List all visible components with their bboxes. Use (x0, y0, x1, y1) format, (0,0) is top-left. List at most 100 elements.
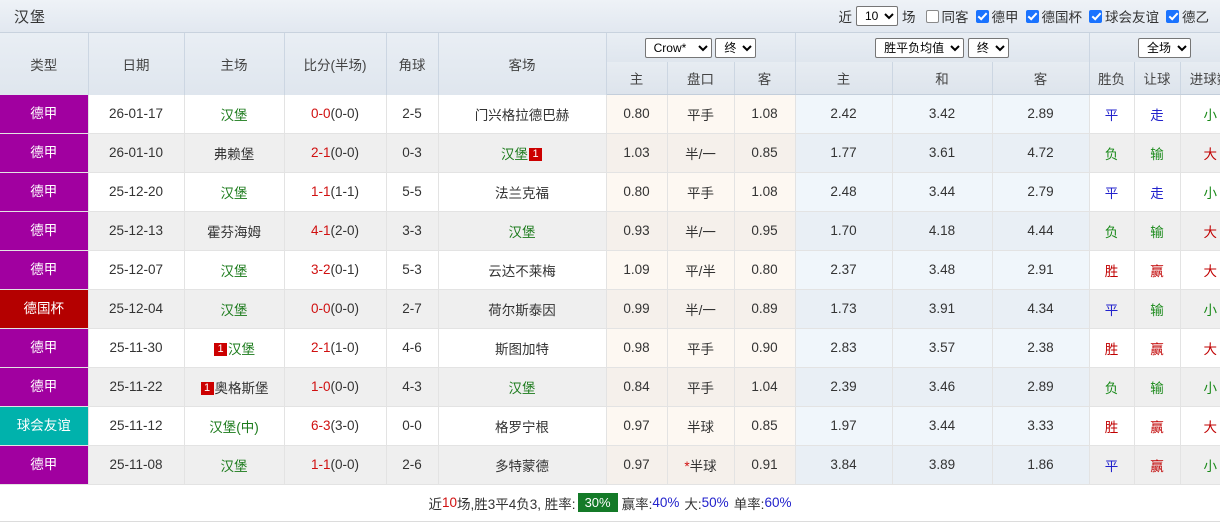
team-name[interactable]: 奥格斯堡 (214, 380, 269, 396)
team-name[interactable]: 汉堡 (508, 380, 536, 396)
handicap-company-select[interactable]: Crow*Bet365澳门易胜博 (644, 37, 712, 58)
cell-away-team[interactable]: 云达不莱梅 (438, 250, 607, 290)
same-venue-checkbox[interactable] (925, 9, 939, 23)
table-row[interactable]: 球会友谊 25-11-12 汉堡(中) 6-3(3-0) 0-0 格罗宁根 0.97 半球 0.… (0, 406, 1220, 446)
cell-home-team[interactable]: 汉堡 (184, 94, 285, 134)
handicap-line: 半球 (689, 458, 717, 474)
handicap-group-header: Crow*Bet365澳门易胜博 初终 (606, 33, 796, 62)
team-name[interactable]: 汉堡 (508, 224, 536, 240)
header-row-sub: 主 盘口 客 主 和 客 胜负 让球 进球数 (0, 62, 1220, 95)
table-row[interactable]: 德甲 25-12-20 汉堡 1-1(1-1) 5-5 法兰克福 0.80 平手 1.08 2.4… (0, 172, 1220, 212)
team-name[interactable]: 汉堡(中) (209, 419, 259, 435)
table-row[interactable]: 德甲 26-01-10 弗赖堡 2-1(0-0) 0-3 汉堡 1 1.03 半/一 0.85 1.… (0, 133, 1220, 173)
team-name[interactable]: 汉堡 (220, 302, 248, 318)
handicap-time-select[interactable]: 初终 (715, 37, 757, 58)
cell-eu-away: 2.79 (992, 172, 1090, 212)
cell-home-team[interactable]: 汉堡 (184, 172, 285, 212)
result-mark: 负 (1104, 146, 1119, 162)
table-row[interactable]: 德甲 26-01-17 汉堡 0-0(0-0) 2-5 门兴格拉德巴赫 0.80 平手 1.08… (0, 94, 1220, 134)
venue-select[interactable]: 全场主场客场 (1138, 37, 1192, 58)
cell-away-team[interactable]: 汉堡 1 (438, 133, 607, 173)
league-checkbox-2-bundesliga[interactable] (1166, 9, 1179, 23)
europe-odds-select[interactable]: 胜平负均值Bet365威廉希尔 (875, 37, 965, 58)
table-row[interactable]: 德甲 25-11-22 1 奥格斯堡 1-0(0-0) 4-3 汉堡 0.84 平手 1.04 2.… (0, 367, 1220, 407)
big-rate-label: 大: (684, 496, 702, 512)
team-name[interactable]: 霍芬海姆 (207, 224, 261, 240)
col-date: 日期 (88, 33, 185, 95)
team-name[interactable]: 汉堡 (501, 146, 528, 162)
cell-ah-away: 1.04 (734, 367, 796, 407)
team-name[interactable]: 汉堡 (220, 263, 248, 279)
cell-result: 平 (1089, 289, 1135, 329)
result-mark: 平 (1104, 458, 1119, 474)
col-goals: 进球数 (1180, 62, 1220, 95)
table-row[interactable]: 德甲 25-11-30 1 汉堡 2-1(1-0) 4-6 斯图加特 0.98 平手 0.90 2.… (0, 328, 1220, 368)
cell-eu-home: 3.84 (795, 445, 893, 485)
team-name[interactable]: 汉堡 (220, 458, 248, 474)
cell-home-team[interactable]: 1 奥格斯堡 (184, 367, 285, 407)
col-eu-home: 主 (795, 62, 893, 95)
cell-eu-away: 4.44 (992, 211, 1090, 251)
match-badge: 1 (214, 343, 227, 357)
cell-away-team[interactable]: 多特蒙德 (438, 445, 607, 485)
europe-odds-time-select[interactable]: 初终 (967, 37, 1009, 58)
cell-score: 4-1(2-0) (284, 211, 387, 251)
full-time-score: 1-1 (310, 457, 331, 472)
full-time-score: 2-1 (310, 340, 331, 355)
cell-home-team[interactable]: 汉堡(中) (184, 406, 285, 446)
team-name[interactable]: 弗赖堡 (213, 146, 255, 162)
cell-score: 2-1(1-0) (284, 328, 387, 368)
league-checkbox-club-friendly[interactable] (1089, 9, 1102, 23)
cell-home-team[interactable]: 霍芬海姆 (184, 211, 285, 251)
cell-away-team[interactable]: 法兰克福 (438, 172, 607, 212)
cell-ah-result: 赢 (1134, 445, 1181, 485)
table-row[interactable]: 德甲 25-12-13 霍芬海姆 4-1(2-0) 3-3 汉堡 0.93 半/一 0.95 1.… (0, 211, 1220, 251)
handicap-line: 半/一 (685, 224, 716, 240)
cell-eu-away: 4.72 (992, 133, 1090, 173)
summary-count: 10 (442, 495, 458, 510)
cell-away-team[interactable]: 格罗宁根 (438, 406, 607, 446)
cell-ah-away: 0.95 (734, 211, 796, 251)
league-badge: 德甲 (0, 133, 87, 171)
table-body: 德甲 26-01-17 汉堡 0-0(0-0) 2-5 门兴格拉德巴赫 0.80 平手 1.08… (0, 94, 1220, 485)
team-name[interactable]: 云达不莱梅 (488, 263, 556, 279)
cell-eu-away: 1.86 (992, 445, 1090, 485)
cell-away-team[interactable]: 门兴格拉德巴赫 (438, 94, 607, 134)
cell-away-team[interactable]: 荷尔斯泰因 (438, 289, 607, 329)
cell-away-team[interactable]: 斯图加特 (438, 328, 607, 368)
team-name[interactable]: 汉堡 (220, 185, 248, 201)
table-row[interactable]: 德国杯 25-12-04 汉堡 0-0(0-0) 2-7 荷尔斯泰因 0.99 半/一 0.89… (0, 289, 1220, 329)
result-mark: 负 (1104, 224, 1119, 240)
cell-eu-away: 3.33 (992, 406, 1090, 446)
team-name[interactable]: 多特蒙德 (495, 458, 549, 474)
big-rate-value: 50% (701, 495, 729, 510)
table-row[interactable]: 德甲 25-11-08 汉堡 1-1(0-0) 2-6 多特蒙德 0.97 *半球 0.91 3.… (0, 445, 1220, 485)
cell-away-team[interactable]: 汉堡 (438, 211, 607, 251)
ah-result-mark: 输 (1150, 302, 1164, 318)
over-under-mark: 大 (1203, 419, 1218, 435)
team-name[interactable]: 汉堡 (228, 341, 255, 357)
cell-home-team[interactable]: 1 汉堡 (184, 328, 285, 368)
match-count-select[interactable]: 610203050 (856, 6, 898, 26)
cell-away-team[interactable]: 汉堡 (438, 367, 607, 407)
cell-home-team[interactable]: 汉堡 (184, 250, 285, 290)
cell-eu-home: 1.73 (795, 289, 893, 329)
cell-goals-result: 小 (1180, 172, 1220, 212)
cell-home-team[interactable]: 汉堡 (184, 289, 285, 329)
league-checkbox-bundesliga[interactable] (975, 9, 989, 23)
cell-league: 德甲 (0, 172, 89, 212)
team-name[interactable]: 荷尔斯泰因 (488, 302, 556, 318)
europe-odds-group-header: 胜平负均值Bet365威廉希尔 初终 (795, 33, 1090, 62)
cell-home-team[interactable]: 弗赖堡 (184, 133, 285, 173)
team-name[interactable]: 法兰克福 (495, 185, 549, 201)
league-checkbox-dfb-pokal[interactable] (1025, 9, 1039, 23)
team-name[interactable]: 格罗宁根 (495, 419, 549, 435)
ah-result-mark: 走 (1150, 185, 1164, 201)
cell-home-team[interactable]: 汉堡 (184, 445, 285, 485)
team-name[interactable]: 汉堡 (220, 107, 248, 123)
team-name[interactable]: 门兴格拉德巴赫 (474, 107, 570, 123)
table-row[interactable]: 德甲 25-12-07 汉堡 3-2(0-1) 5-3 云达不莱梅 1.09 平/半 0.80 2… (0, 250, 1220, 290)
cell-score: 1-0(0-0) (284, 367, 387, 407)
cell-corners: 2-6 (386, 445, 439, 485)
team-name[interactable]: 斯图加特 (495, 341, 549, 357)
